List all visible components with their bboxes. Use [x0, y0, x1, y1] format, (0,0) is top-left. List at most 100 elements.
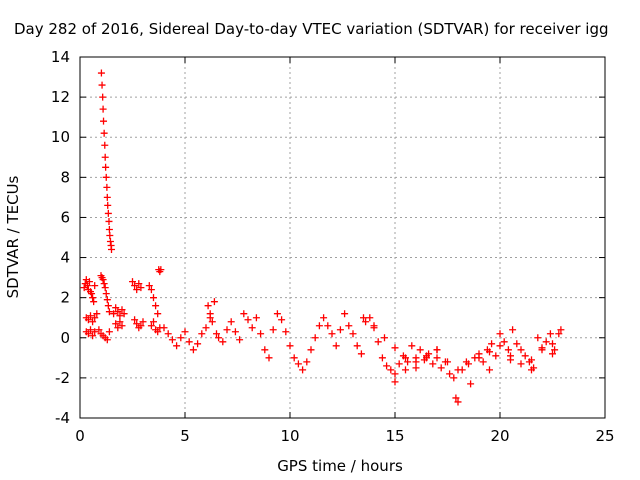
x-tick-label: 20	[490, 427, 509, 445]
data-point	[105, 225, 113, 233]
data-point	[299, 366, 307, 374]
y-tick-label: 10	[51, 128, 70, 146]
data-point	[93, 310, 101, 318]
data-point	[315, 322, 323, 330]
data-point	[147, 322, 155, 330]
data-point	[433, 346, 441, 354]
data-point	[84, 330, 92, 338]
y-tick-label: 0	[60, 329, 70, 347]
data-point	[223, 326, 231, 334]
data-point	[444, 358, 451, 366]
data-point	[189, 346, 197, 354]
data-point	[555, 330, 563, 338]
data-point	[102, 290, 110, 298]
data-point	[429, 360, 437, 368]
data-point	[286, 342, 294, 350]
data-point	[290, 354, 298, 362]
grid-lines	[80, 57, 605, 418]
data-point	[87, 312, 94, 320]
y-axis-title: SDTVAR / TECUs	[4, 175, 22, 298]
data-point	[454, 366, 462, 374]
data-point	[131, 282, 139, 290]
axis-ticks: 0 5 10 15 20 25 -4 -2 0 2 4 6 8 10 12 14	[51, 48, 615, 445]
y-tick-label: -4	[55, 409, 70, 427]
data-point	[446, 370, 454, 378]
data-point	[97, 69, 105, 77]
data-point	[147, 286, 155, 294]
data-point	[105, 217, 113, 225]
data-point	[91, 328, 99, 336]
data-point	[504, 346, 512, 354]
data-point	[486, 348, 493, 356]
y-tick-label: 12	[51, 88, 70, 106]
data-point	[294, 360, 302, 368]
chart-title: Day 282 of 2016, Sidereal Day-to-day VTE…	[14, 20, 609, 38]
data-point	[194, 340, 202, 348]
data-point	[557, 326, 565, 334]
data-point	[303, 358, 311, 366]
x-tick-label: 15	[385, 427, 404, 445]
data-point	[332, 342, 340, 350]
data-point	[454, 398, 462, 406]
data-point	[133, 320, 141, 328]
data-point	[231, 328, 239, 336]
data-point	[412, 364, 420, 372]
data-point	[349, 330, 357, 338]
data-point	[87, 326, 94, 334]
data-point	[102, 173, 110, 181]
data-point	[391, 378, 399, 386]
data-point	[154, 328, 162, 336]
data-point	[423, 354, 430, 362]
plot-frame	[79, 56, 606, 419]
data-point	[387, 366, 395, 374]
data-point	[311, 334, 319, 342]
data-point	[103, 193, 111, 201]
data-point	[137, 322, 145, 330]
data-point	[133, 286, 141, 294]
data-point	[353, 342, 361, 350]
data-point	[240, 310, 248, 318]
data-point	[152, 302, 160, 310]
data-point	[496, 342, 504, 350]
data-point	[328, 330, 336, 338]
data-point	[131, 316, 139, 324]
data-point	[479, 358, 487, 366]
data-point	[114, 308, 122, 316]
x-tick-label: 0	[75, 427, 85, 445]
data-point	[546, 330, 554, 338]
data-point	[513, 340, 521, 348]
data-point	[273, 310, 281, 318]
data-point	[465, 360, 472, 368]
data-point	[89, 332, 97, 340]
data-point	[104, 302, 112, 310]
data-point	[269, 326, 277, 334]
data-point	[507, 352, 514, 360]
y-tick-label: 8	[60, 168, 70, 186]
data-point	[145, 282, 153, 290]
data-point	[103, 336, 111, 344]
data-point	[378, 354, 386, 362]
y-tick-label: 4	[60, 249, 70, 267]
data-point	[534, 334, 542, 342]
data-point	[91, 314, 99, 322]
data-point	[248, 324, 256, 332]
data-point	[244, 316, 252, 324]
data-point	[467, 380, 475, 388]
data-point	[549, 350, 556, 358]
data-point	[99, 105, 107, 113]
data-point	[324, 322, 332, 330]
data-point	[257, 330, 265, 338]
data-point	[492, 352, 500, 360]
data-point	[282, 328, 290, 336]
data-point	[433, 354, 441, 362]
data-point	[488, 340, 496, 348]
data-point	[83, 282, 91, 290]
data-point	[517, 346, 525, 354]
data-point	[213, 330, 220, 338]
data-point	[391, 344, 399, 352]
data-point	[208, 318, 216, 326]
data-point	[278, 316, 286, 324]
data-point	[103, 183, 111, 191]
data-point	[528, 356, 535, 364]
